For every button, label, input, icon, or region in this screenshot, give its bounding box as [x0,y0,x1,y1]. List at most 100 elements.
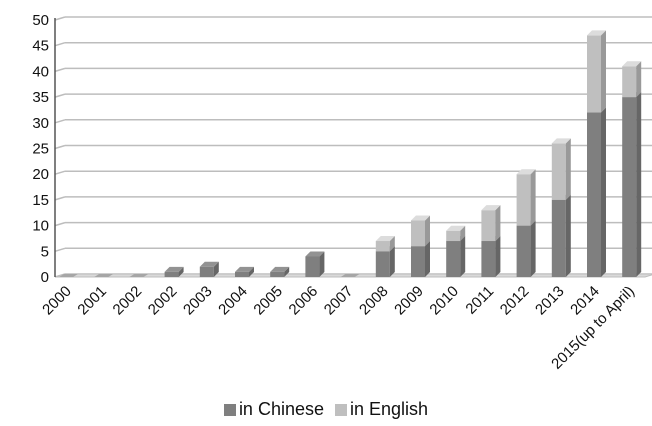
x-tick-label-3: 2002 [145,283,181,319]
bar-0-5-top [235,266,254,272]
bar-1-13-front [516,174,531,226]
bar-0-13-front [516,225,531,277]
bar-1-12-side [495,205,501,242]
bar-empty-0 [59,274,78,277]
y-tick-label-40: 40 [32,63,49,80]
bar-0-11-side [460,236,466,277]
y-tick-label-20: 20 [32,166,49,183]
bar-1-14-top [551,138,571,144]
bar-0-12-side [495,236,501,277]
y-tick-label-0: 0 [41,269,49,286]
legend-label-english: in English [350,399,429,419]
bar-1-16-side [636,61,642,98]
bar-0-4-top [199,261,219,267]
bar-0-3-front [164,271,179,277]
x-tick-label-12: 2011 [462,283,497,318]
bar-1-12-top [481,205,501,211]
gridline-diag-25 [54,144,66,150]
bar-1-13-top [516,169,536,175]
bar-0-11-front [446,241,461,277]
x-tick-label-9: 2008 [356,283,392,319]
bar-empty-8 [340,274,360,277]
bar-empty-2 [129,274,149,277]
legend-swatch-english [335,403,348,416]
bar-0-12-front [481,241,496,277]
bar-0-15-front [587,112,601,278]
x-tick-label-11: 2010 [426,283,462,319]
bar-0-9-side [389,246,395,277]
x-tick-label-10: 2009 [391,283,427,319]
bar-empty-1 [94,274,114,277]
y-tick-label-5: 5 [41,243,49,260]
legend-item-english: in English [335,399,428,420]
bar-0-15-side [601,107,606,278]
bar-0-9-front [375,251,390,277]
y-tick-label-45: 45 [32,38,49,55]
bar-1-15-front [587,35,601,113]
bar-0-4-side [213,261,219,277]
gridline-diag-5 [54,247,66,253]
x-tick-label-6: 2005 [250,283,286,319]
bar-1-11-side [460,225,466,242]
bar-1-11-front [446,230,461,242]
bar-1-9-side [389,236,395,252]
x-tick-label-8: 2007 [321,283,357,319]
gridline-diag-35 [54,93,66,98]
bar-0-10-side [425,241,430,277]
legend-label-chinese: in Chinese [238,399,324,419]
bar-0-7-top [305,251,325,257]
y-tick-label-25: 25 [32,141,49,158]
bar-0-6-top [270,266,290,272]
x-tick-label-1: 2001 [74,283,110,319]
x-tick-label-0: 2000 [39,283,75,319]
y-tick-label-35: 35 [32,89,49,106]
gridline-diag-50 [54,16,66,21]
y-tick-label-50: 50 [32,12,49,29]
bar-0-5-side [249,266,254,277]
x-tick-label-7: 2006 [286,283,322,319]
bar-0-4-front [199,266,214,277]
gridline-diag-15 [54,196,66,201]
bar-1-16-top [622,61,642,67]
bar-0-3-side [178,266,184,277]
gridline-diag-30 [54,119,66,124]
x-tick-label-2: 2002 [110,283,146,319]
bar-0-13-side [530,220,536,277]
bar-0-6-front [270,271,285,277]
legend-swatch-chinese [223,403,236,416]
gridline-diag-20 [54,170,66,175]
y-tick-label-30: 30 [32,115,49,132]
gridline-diag-40 [54,67,66,73]
x-tick-label-13: 2012 [497,283,533,319]
bar-1-15-side [601,30,606,113]
bar-1-13-side [530,169,536,226]
bar-0-10-front [411,246,425,277]
legend: in Chinese in English [0,399,652,421]
bar-0-14-side [565,194,571,277]
legend-item-chinese: in Chinese [223,399,324,420]
bar-0-5-front [235,271,249,277]
bar-1-14-front [551,143,566,200]
bar-0-7-side [319,251,325,277]
x-tick-label-5: 2004 [215,283,251,319]
bar-1-11-top [446,225,466,231]
x-tick-label-14: 2013 [532,283,568,319]
y-tick-label-15: 15 [32,192,49,209]
gridline-diag-10 [54,221,66,227]
bar-0-6-side [284,266,290,277]
bar-1-16-front [622,66,637,98]
bar-1-9-top [375,236,395,242]
bar-1-9-front [375,241,390,252]
bar-0-3-top [164,266,184,272]
y-tick-label-10: 10 [32,218,49,235]
bar-1-15-top [587,30,606,36]
bar-1-12-front [481,210,496,242]
bar-0-16-front [622,97,637,277]
bar-1-14-side [565,138,571,200]
bar-0-7-front [305,256,320,277]
bar-1-10-side [425,215,430,247]
gridline-diag-45 [54,41,66,47]
bar-0-16-side [636,92,642,277]
